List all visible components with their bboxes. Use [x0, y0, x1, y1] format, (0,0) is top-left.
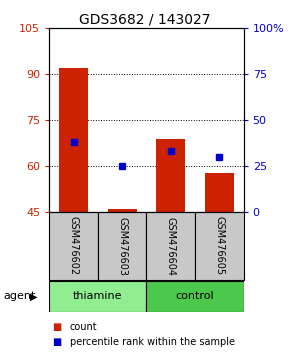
- Bar: [108, 209, 137, 212]
- Text: count: count: [70, 322, 97, 332]
- Bar: [205, 172, 234, 212]
- Bar: [146, 212, 195, 280]
- Text: ▶: ▶: [30, 291, 37, 302]
- Bar: [59, 68, 88, 212]
- Text: GSM476605: GSM476605: [214, 216, 224, 276]
- Text: GSM476604: GSM476604: [166, 217, 176, 275]
- Bar: [195, 212, 244, 280]
- Bar: [49, 281, 146, 312]
- Bar: [156, 139, 185, 212]
- Text: ■: ■: [52, 337, 61, 347]
- Text: ■: ■: [52, 322, 61, 332]
- Text: GSM476603: GSM476603: [117, 217, 127, 275]
- Text: agent: agent: [3, 291, 35, 302]
- Text: thiamine: thiamine: [73, 291, 123, 302]
- Text: control: control: [176, 291, 214, 302]
- Bar: [49, 212, 98, 280]
- Text: GSM476602: GSM476602: [69, 216, 79, 276]
- Bar: [146, 281, 244, 312]
- Bar: [98, 212, 146, 280]
- Text: GDS3682 / 143027: GDS3682 / 143027: [79, 12, 211, 27]
- Text: percentile rank within the sample: percentile rank within the sample: [70, 337, 235, 347]
